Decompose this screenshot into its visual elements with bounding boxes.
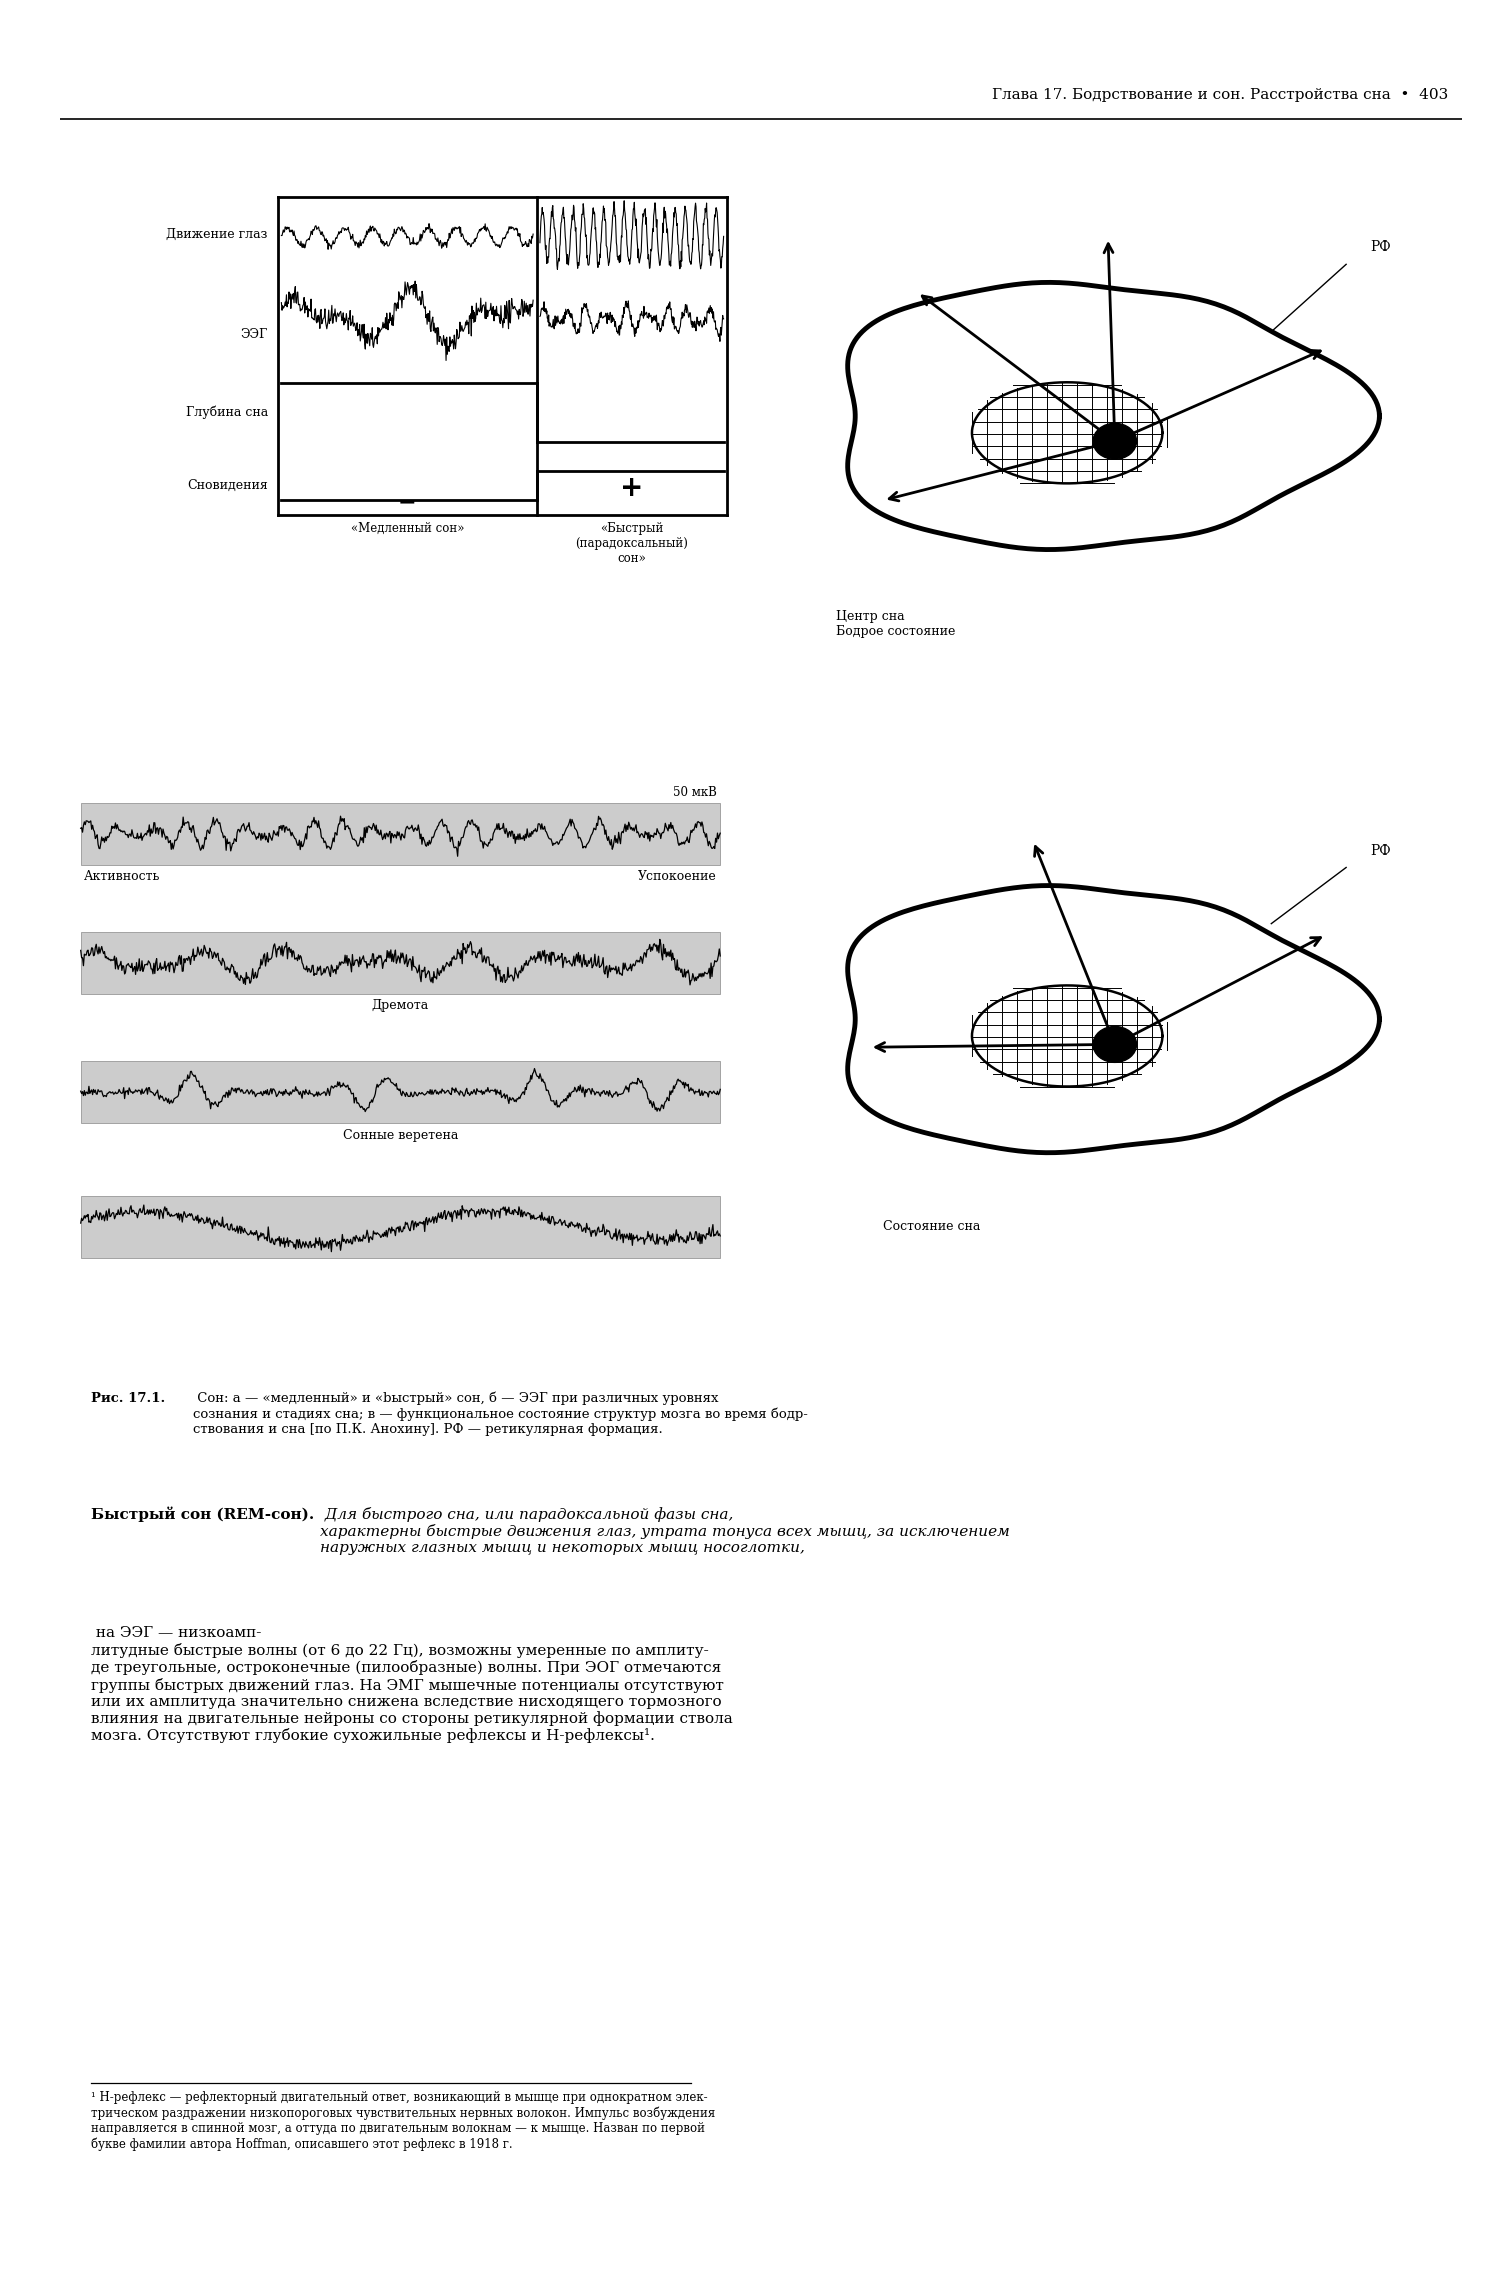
Text: Активность: Активность [84, 870, 160, 884]
Text: Движение глаз: Движение глаз [166, 228, 268, 241]
Polygon shape [972, 383, 1162, 483]
Text: Дремота: Дремота [372, 1000, 429, 1011]
Polygon shape [847, 886, 1379, 1153]
Polygon shape [847, 282, 1379, 549]
Text: ¹ Н-рефлекс — рефлекторный двигательный ответ, возникающий в мышце при однократн: ¹ Н-рефлекс — рефлекторный двигательный … [90, 2091, 716, 2150]
Text: 50 мкВ: 50 мкВ [674, 786, 717, 800]
Text: Глава 17. Бодрствование и сон. Расстройства сна  •  403: Глава 17. Бодрствование и сон. Расстройс… [992, 89, 1448, 103]
Text: Рис. 17.1.: Рис. 17.1. [90, 1392, 166, 1406]
Polygon shape [972, 986, 1162, 1087]
Text: «Медленный сон»: «Медленный сон» [351, 522, 464, 535]
Text: +: + [619, 474, 643, 501]
Text: Состояние сна: Состояние сна [883, 1221, 981, 1232]
Text: на ЭЭГ — низкоамп-
литудные быстрые волны (от 6 до 22 Гц), возможны умеренные по: на ЭЭГ — низкоамп- литудные быстрые волн… [90, 1626, 732, 1743]
Text: Глубина сна: Глубина сна [185, 405, 268, 419]
Text: Центр сна
Бодрое состояние: Центр сна Бодрое состояние [836, 611, 955, 638]
Bar [81, 932, 720, 993]
Text: «Быстрый
(парадоксальный)
сон»: «Быстрый (парадоксальный) сон» [576, 522, 689, 565]
Text: −: − [398, 492, 416, 513]
Text: Быстрый сон (REM-сон).: Быстрый сон (REM-сон). [90, 1506, 315, 1522]
Text: Сновидения: Сновидения [187, 478, 268, 492]
Text: Успокоение: Успокоение [637, 870, 717, 884]
Circle shape [1093, 1027, 1136, 1062]
Text: РФ: РФ [1370, 843, 1391, 857]
Text: Для быстрого сна, или парадоксальной фазы сна,
характерны быстрые движения глаз,: Для быстрого сна, или парадоксальной фаз… [319, 1506, 1010, 1556]
Bar [81, 802, 720, 866]
Bar [81, 1196, 720, 1257]
Text: ЭЭГ: ЭЭГ [241, 328, 268, 342]
Circle shape [1093, 424, 1136, 460]
Text: Сон: а — «медленный» и «bыстрый» сон, б — ЭЭГ при различных уровнях
сознания и с: Сон: а — «медленный» и «bыстрый» сон, б … [193, 1392, 808, 1435]
Bar [81, 1062, 720, 1123]
Text: РФ: РФ [1370, 241, 1391, 255]
Text: Сонные веретена: Сонные веретена [342, 1128, 458, 1141]
